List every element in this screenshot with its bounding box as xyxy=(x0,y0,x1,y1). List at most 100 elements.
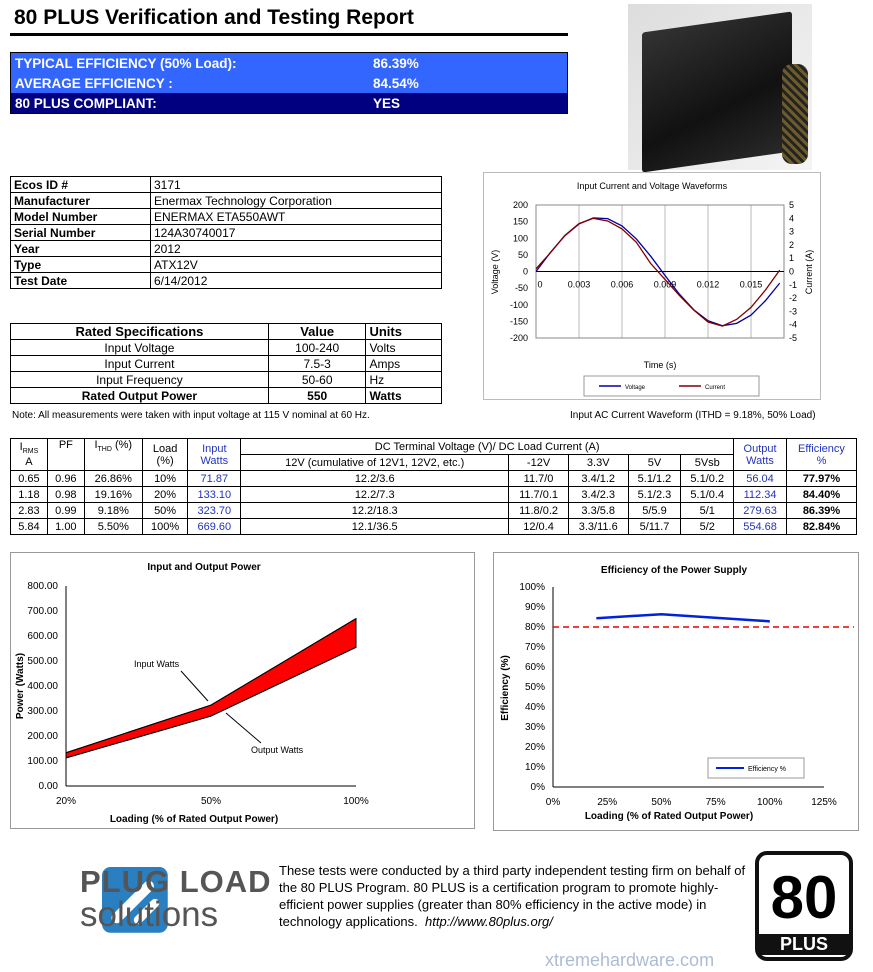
table-cell: 5.1/0.2 xyxy=(680,470,735,487)
table-cell: 3.3/11.6 xyxy=(567,518,629,535)
summary-value: YES xyxy=(373,95,401,111)
y-tick-label: 300.00 xyxy=(27,706,58,717)
spec-cell: 100-240 xyxy=(267,339,367,356)
table-cell: 5.1/2.3 xyxy=(627,486,682,503)
table-cell: 11.7/0 xyxy=(508,470,569,487)
info-key: Ecos ID # xyxy=(10,176,151,193)
info-key: Test Date xyxy=(10,272,151,289)
info-row: Type ATX12V xyxy=(10,256,442,273)
y-tick-label: -200 xyxy=(510,333,528,343)
table-cell: 5.1/1.2 xyxy=(627,470,682,487)
info-key: Manufacturer xyxy=(10,192,151,209)
info-value: ATX12V xyxy=(150,256,442,273)
chart-title: Input and Output Power xyxy=(147,562,260,573)
y2-tick-label: 5 xyxy=(789,200,794,210)
table-cell: 1.00 xyxy=(46,518,85,535)
table-cell: 82.84% xyxy=(785,518,858,535)
y-axis-label: Voltage (V) xyxy=(490,250,500,295)
y-tick-label: 800.00 xyxy=(27,581,58,592)
product-photo xyxy=(628,4,812,173)
spec-cell: 50-60 xyxy=(267,371,367,388)
summary-label: TYPICAL EFFICIENCY (50% Load): xyxy=(15,55,237,71)
table-cell: 26.86% xyxy=(83,470,143,487)
table-cell: 279.63 xyxy=(733,502,787,519)
table-cell: 0.65 xyxy=(10,470,48,487)
test-results-table: IRMS A PF ITHD (%) Load (%) Input Watts DC … xyxy=(10,438,858,535)
col-header: Value xyxy=(267,323,367,340)
x-axis-label: Time (s) xyxy=(644,360,677,370)
table-cell: 3.4/1.2 xyxy=(567,470,629,487)
x-tick-label: 0.003 xyxy=(568,280,591,290)
x-tick-label: 20% xyxy=(56,796,76,807)
table-cell: 5/2 xyxy=(680,518,735,535)
y2-tick-label: 0 xyxy=(789,267,794,277)
table-cell: 3.3/5.8 xyxy=(567,502,629,519)
y2-tick-label: -3 xyxy=(789,306,797,316)
info-key: Year xyxy=(10,240,151,257)
logo-text-plug-load: PLUG LOAD xyxy=(80,864,272,899)
y2-axis-label: Current (A) xyxy=(804,250,814,295)
spec-row: Input Voltage 100-240 Volts xyxy=(10,339,442,356)
table-cell: 71.87 xyxy=(187,470,242,487)
table-cell: 100% xyxy=(141,518,189,535)
table-cell: 11.7/0.1 xyxy=(508,486,569,503)
waveform-caption: Input AC Current Waveform (ITHD = 9.18%,… xyxy=(570,410,816,421)
y2-tick-label: -1 xyxy=(789,280,797,290)
table-cell: 5/5.9 xyxy=(627,502,682,519)
x-axis-label: Loading (% of Rated Output Power) xyxy=(585,811,753,822)
y2-tick-label: -2 xyxy=(789,293,797,303)
spec-cell: 550 xyxy=(267,387,367,404)
table-cell: 0.96 xyxy=(46,470,85,487)
table-cell: 3.4/2.3 xyxy=(567,486,629,503)
x-tick-label: 0 xyxy=(537,280,542,290)
80plus-link[interactable]: http://www.80plus.org/ xyxy=(425,914,553,929)
legend xyxy=(707,757,805,779)
y-tick-label: 50 xyxy=(518,250,528,260)
y-tick-label: 60% xyxy=(525,662,545,673)
x-axis-label: Loading (% of Rated Output Power) xyxy=(110,814,278,825)
measurement-note: Note: All measurements were taken with i… xyxy=(12,410,370,421)
watermark: xtremehardware.com xyxy=(545,950,715,970)
annotation-output-watts: Output Watts xyxy=(251,745,304,755)
info-key: Type xyxy=(10,256,151,273)
y-tick-label: 0.00 xyxy=(39,781,59,792)
table-cell: 5/1 xyxy=(680,502,735,519)
info-value: ENERMAX ETA550AWT xyxy=(150,208,442,225)
table-cell: 86.39% xyxy=(785,502,858,519)
table-cell: 12.2/3.6 xyxy=(240,470,510,487)
y-tick-label: 40% xyxy=(525,702,545,713)
logo-text-solutions: solutions xyxy=(80,895,219,934)
summary-value: 84.54% xyxy=(373,75,419,91)
info-key: Serial Number xyxy=(10,224,151,241)
info-value: 2012 xyxy=(150,240,442,257)
spec-cell: Amps xyxy=(365,355,442,372)
5vsb-header: 5Vsb xyxy=(680,454,735,471)
efficiency-series-line xyxy=(596,612,770,623)
annotation-arrow xyxy=(180,670,209,702)
y-tick-label: 90% xyxy=(525,602,545,613)
y-tick-label: 700.00 xyxy=(27,606,58,617)
y2-tick-label: -5 xyxy=(789,333,797,343)
summary-row: 80 PLUS COMPLIANT: YES xyxy=(11,93,567,113)
spec-cell: Volts xyxy=(365,339,442,356)
x-tick-label: 75% xyxy=(706,797,726,808)
x-tick-label: 100% xyxy=(757,797,783,808)
table-cell: 133.10 xyxy=(187,486,242,503)
y-tick-label: 70% xyxy=(525,642,545,653)
y2-tick-label: 2 xyxy=(789,240,794,250)
y-tick-label: -50 xyxy=(515,283,528,293)
plug-load-solutions-logo xyxy=(102,867,168,933)
y-tick-label: 500.00 xyxy=(27,656,58,667)
table-row: 2.83 0.99 9.18% 50% 323.70 12.2/18.3 11.8/0.2 3… xyxy=(10,502,858,519)
x-tick-label: 125% xyxy=(811,797,837,808)
rated-specifications-table: Rated Specifications Value Units Input V… xyxy=(10,323,442,404)
spec-cell: 7.5-3 xyxy=(267,355,367,372)
footer-text: These tests were conducted by a third pa… xyxy=(279,863,746,929)
y2-tick-label: -4 xyxy=(789,320,797,330)
table-cell: 12.1/36.5 xyxy=(240,518,510,535)
col-header: Rated Specifications xyxy=(10,323,269,340)
table-cell: 669.60 xyxy=(187,518,242,535)
efficiency-summary: TYPICAL EFFICIENCY (50% Load): 86.39% AVE… xyxy=(10,52,568,114)
y-tick-label: 200.00 xyxy=(27,731,58,742)
info-value: 6/14/2012 xyxy=(150,272,442,289)
